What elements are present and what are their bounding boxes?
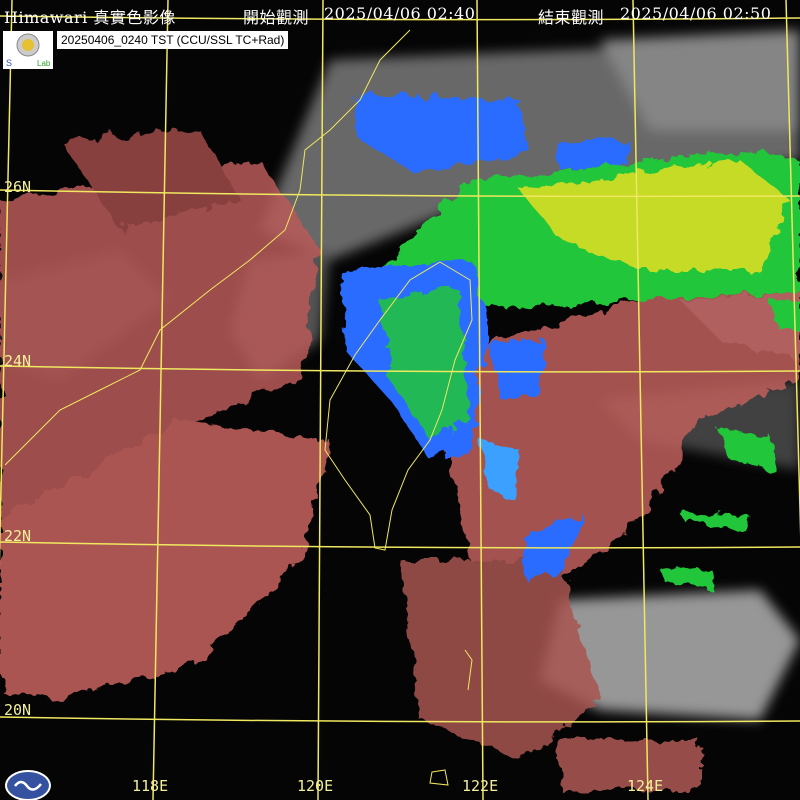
lon-label-118e: 118E [132,777,169,795]
grid-116e [0,0,13,567]
lon-label-120e: 120E [297,777,334,795]
ssl-logo-icon: S Lab [3,31,53,69]
grid-28n [0,15,800,21]
taiwan-outline [324,261,473,551]
radar-echoes [340,95,800,588]
grid-126e [785,0,800,537]
grid-124e [632,0,649,800]
start-time: 2025/04/06 02:40 [324,4,476,23]
china-coast [4,29,411,466]
lon-label-124e: 124E [627,777,664,795]
svg-text:Lab: Lab [37,59,51,68]
lat-label-26n: 26N [4,178,32,196]
grid-22n [0,541,800,549]
lat-label-24n: 24N [4,352,32,370]
end-label: 結束觀測 [538,8,605,27]
lat-label-20n: 20N [4,701,32,719]
lat-label-22n: 22N [4,527,32,545]
svg-text:S: S [6,58,12,68]
end-time: 2025/04/06 02:50 [620,4,772,23]
start-label: 開始觀測 [243,8,310,27]
grid-20n [0,716,800,723]
grid-122e [476,0,484,800]
grid-118e [152,0,169,800]
lon-label-122e: 122E [462,777,499,795]
grid-26n [0,189,800,198]
timestamp-label: 20250406_0240 TST (CCU/SSL TC+Rad) [57,31,289,49]
product-title: Himawari 真實色影像 [4,8,176,27]
warm-clouds [0,130,800,790]
grid-120e [317,0,324,800]
coastlines [4,29,473,786]
cwb-logo-icon [5,770,51,800]
grid-24n [0,365,800,373]
